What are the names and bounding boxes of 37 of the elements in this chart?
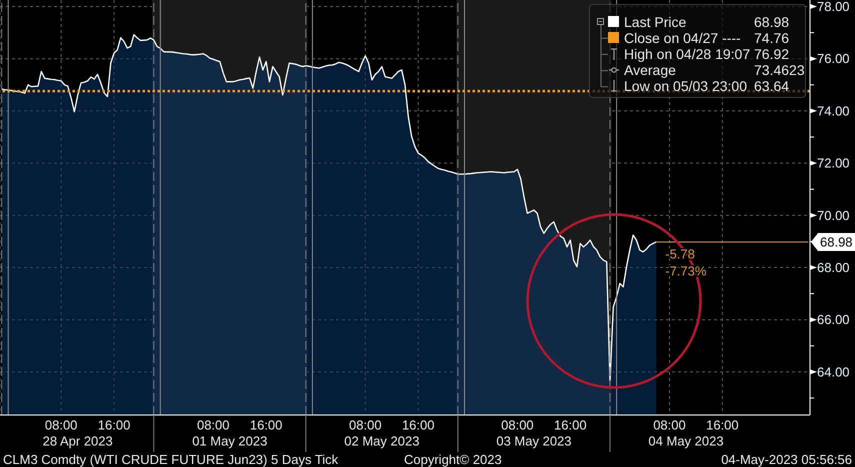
y-tick-label: 66.00 [817,312,850,328]
text: Copyright© 2023 [404,452,502,467]
text: 02 May 2023 [344,434,420,448]
text: 04-May-2023 05:56:56 [721,452,852,467]
annotation: 63.64 [754,78,790,94]
x-tick-label: 16:00 [98,418,130,432]
y-tick-label: 68.00 [817,260,850,276]
annotation: 76.92 [754,46,790,62]
x-tick-label: 08:00 [349,418,382,432]
y-tick-label: 72.00 [817,156,850,171]
x-tick-label: 08:00 [501,418,534,432]
y-tick-label: 64.00 [817,364,850,380]
legend-label: Last Price [624,14,686,30]
x-tick-label: 16:00 [706,418,739,432]
x-tick-label: 08:00 [196,418,230,432]
y-tick-label: 78.00 [817,0,850,14]
annotation: 68.98 [754,14,790,30]
y-tick-label: 76.00 [817,51,850,66]
ref-line-label: 68.98 [820,234,853,250]
annotation: Average [624,62,676,78]
annotation: 73.4623 [754,62,805,78]
y-tick-label: 70.00 [817,208,850,223]
x-tick-label: 16:00 [250,418,282,432]
annotation: Low on 05/03 23:00 [624,78,747,94]
text: 01 May 2023 [192,434,268,448]
x-tick-label: 08:00 [653,418,686,432]
text: 04 May 2023 [648,434,724,448]
x-tick-label: 16:00 [554,418,587,432]
legend-label: Close on 04/27 ---- [624,30,741,46]
text: 28 Apr 2023 [42,434,113,448]
y-tick-label: 74.00 [817,103,850,118]
annotation: 74.76 [754,30,790,46]
text: 03 May 2023 [496,434,572,448]
annotation: High on 04/28 19:07 [624,46,750,62]
x-tick-label: 16:00 [402,418,434,432]
x-tick-label: 08:00 [44,418,78,432]
text: CLM3 Comdty (WTI CRUDE FUTURE Jun23) 5 Days Tick [3,452,338,467]
